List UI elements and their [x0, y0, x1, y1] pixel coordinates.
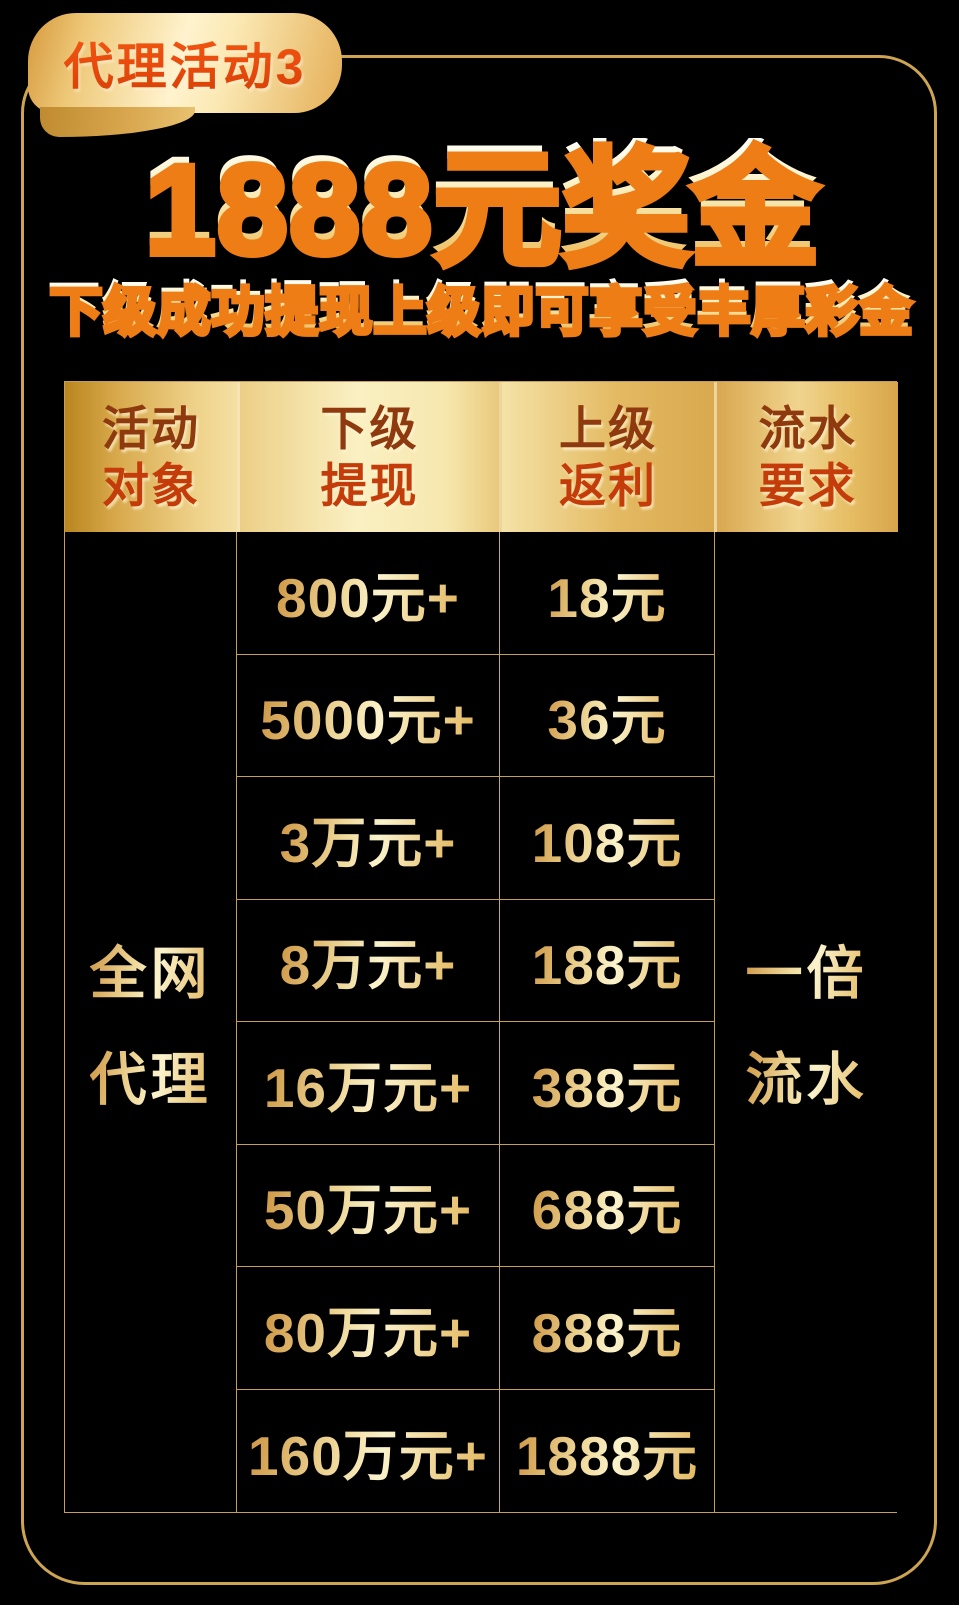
withdrawal-tier-value: 3万元+	[280, 798, 457, 878]
withdrawal-tier-cell: 8万元+	[237, 899, 499, 1022]
header-cell-sub-withdrawal: 下级 提现	[237, 382, 499, 532]
gold-border-frame	[21, 55, 937, 1585]
header-label: 返利	[559, 459, 657, 512]
header-label: 流水	[758, 401, 857, 455]
rebate-amount-value: 388元	[532, 1043, 683, 1123]
withdrawal-tier-value: 160万元+	[248, 1411, 488, 1491]
rebate-amount-value: 188元	[532, 920, 683, 1000]
withdrawal-tier-cell: 5000元+	[237, 654, 499, 777]
rebate-amount-value: 1888元	[516, 1411, 698, 1491]
withdrawal-tier-cell: 80万元+	[237, 1267, 499, 1390]
header-label: 要求	[758, 459, 857, 512]
span-cell-line: 流水	[746, 1034, 868, 1116]
header-label: 下级	[320, 401, 419, 455]
rebate-amount-value: 36元	[547, 675, 666, 755]
withdrawal-tier-value: 80万元+	[264, 1288, 472, 1368]
withdrawal-tier-value: 800元+	[276, 553, 460, 633]
rebate-amount-cell: 1888元	[499, 1389, 714, 1512]
activity-badge-label: 代理活动3	[64, 27, 307, 99]
withdrawal-tier-value: 8万元+	[280, 920, 457, 1000]
withdrawal-tier-value: 16万元+	[264, 1043, 472, 1123]
rebate-amount-cell: 36元	[499, 654, 714, 777]
header-cell-upper-rebate: 上级 返利	[499, 382, 714, 532]
span-cell-line: 代理	[90, 1034, 212, 1116]
header-label: 对象	[102, 459, 200, 512]
activity-badge: 代理活动3	[28, 13, 342, 137]
rebate-amount-cell: 888元	[499, 1267, 714, 1390]
span-cell-line: 一倍	[746, 928, 868, 1010]
withdrawal-tier-value: 50万元+	[264, 1165, 472, 1245]
withdrawal-tier-cell: 3万元+	[237, 777, 499, 900]
header-label: 上级	[559, 401, 657, 455]
all-network-agents-cell: 全网 代理	[65, 532, 237, 1512]
withdrawal-tier-value: 5000元+	[260, 675, 475, 755]
rebate-amount-cell: 108元	[499, 777, 714, 900]
rebate-amount-cell: 388元	[499, 1022, 714, 1145]
withdrawal-tier-cell: 160万元+	[237, 1389, 499, 1512]
rebate-amount-cell: 18元	[499, 532, 714, 655]
header-cell-activity-target: 活动 对象	[65, 382, 237, 532]
rebate-amount-cell: 188元	[499, 899, 714, 1022]
rebate-amount-value: 108元	[532, 798, 683, 878]
withdrawal-tier-cell: 800元+	[237, 532, 499, 655]
header-label: 提现	[320, 459, 419, 512]
bonus-subtitle: 下级成功提现上级即可享受丰厚彩金	[0, 278, 959, 335]
rebate-amount-cell: 688元	[499, 1144, 714, 1267]
rebate-amount-value: 18元	[547, 553, 666, 633]
header-label: 活动	[102, 401, 200, 455]
withdrawal-tier-cell: 16万元+	[237, 1022, 499, 1145]
rebate-table: 活动 对象 下级 提现 上级 返利 流水 要求 全网 代理 一倍 流水 800元…	[64, 381, 898, 1513]
header-cell-turnover-req: 流水 要求	[714, 382, 898, 532]
bonus-title: 1888元奖金	[0, 138, 959, 266]
span-cell-line: 全网	[90, 928, 212, 1010]
withdrawal-tier-cell: 50万元+	[237, 1144, 499, 1267]
turnover-requirement-cell: 一倍 流水	[714, 532, 898, 1512]
rebate-amount-value: 688元	[532, 1165, 683, 1245]
rebate-amount-value: 888元	[532, 1288, 683, 1368]
